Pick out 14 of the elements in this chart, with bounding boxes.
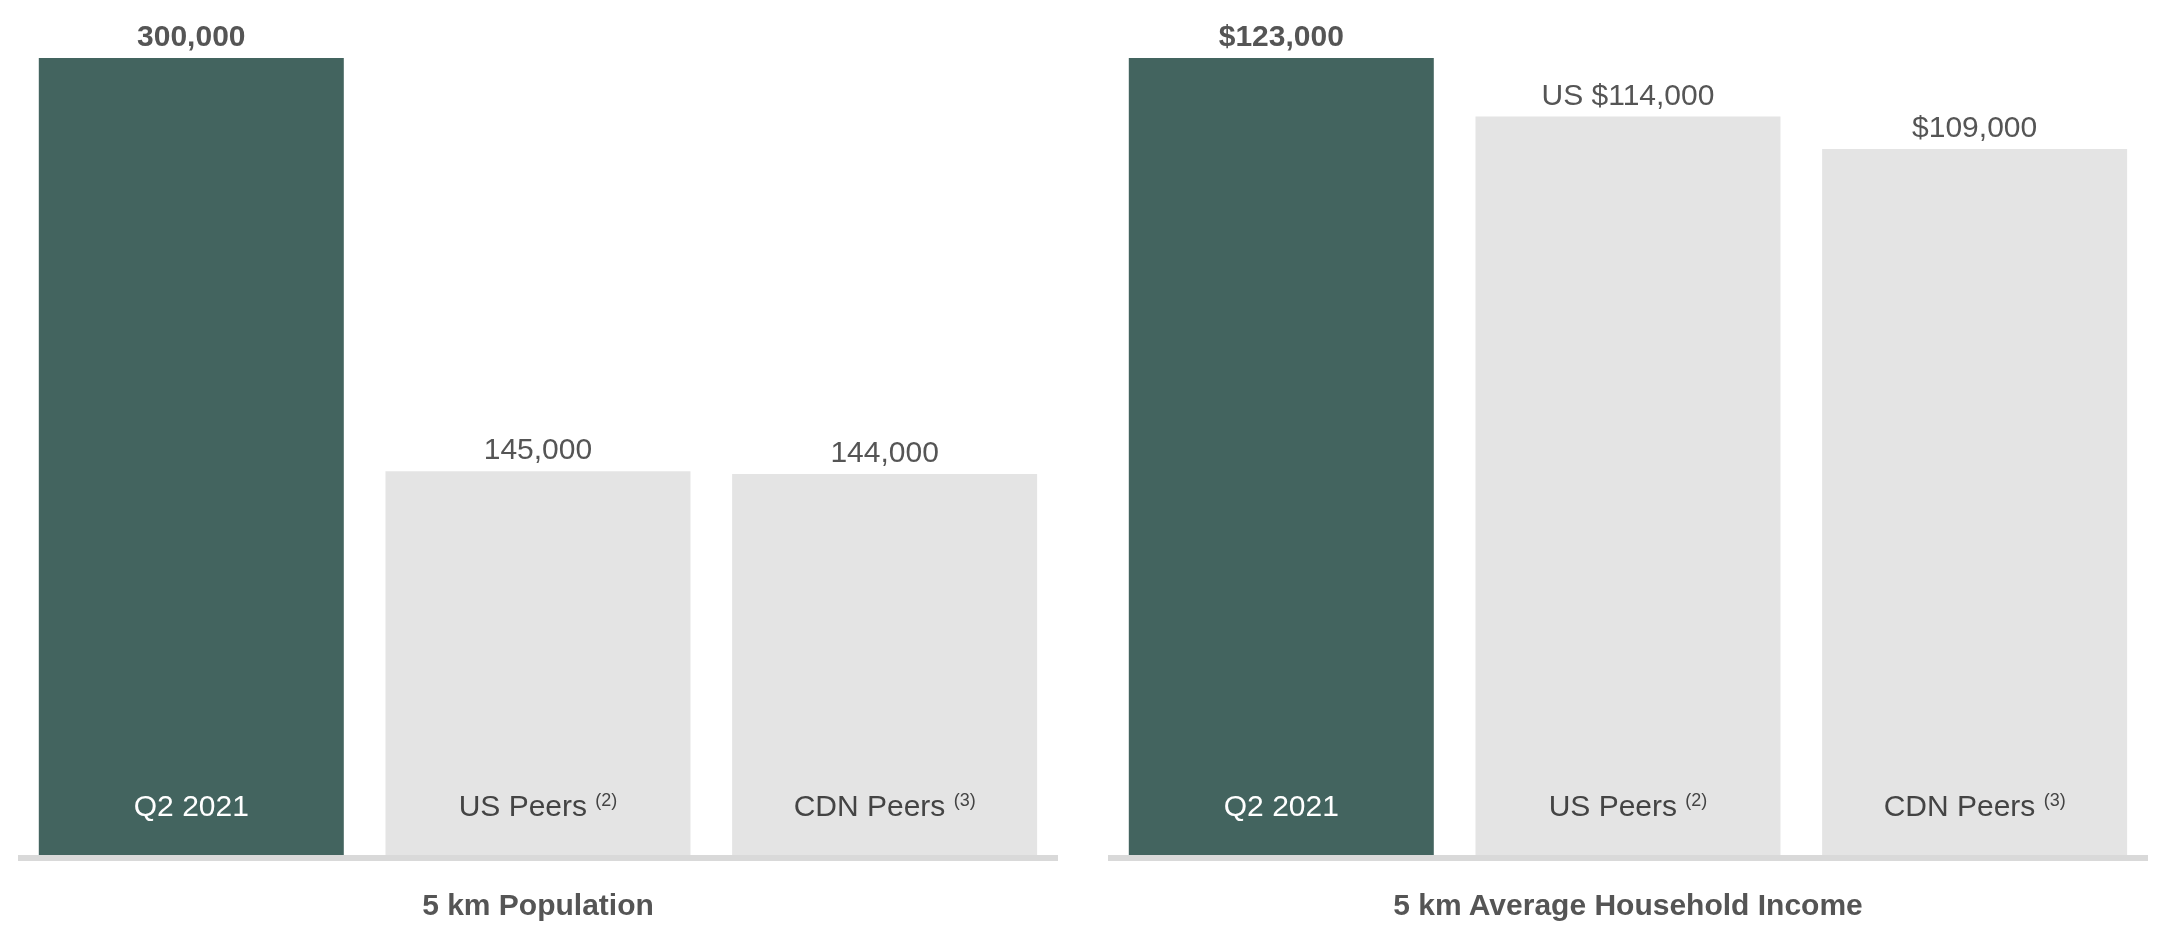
data-label: $123,000: [1218, 19, 1344, 52]
data-label: 300,000: [137, 19, 246, 52]
data-label: US $114,000: [1541, 77, 1715, 111]
x-tick-label: Q2 2021: [133, 789, 249, 822]
x-tick-label: Q2 2021: [1223, 789, 1339, 822]
x-tick-label: CDN Peers $^{(3)}$: [793, 789, 976, 822]
x-tick-label: US Peers $^{(2)}$: [1548, 789, 1708, 822]
data-label: $109,000: [1912, 110, 2038, 144]
x-tick-label: US Peers $^{(2)}$: [458, 789, 618, 822]
x-tick-label: CDN Peers $^{(3)}$: [1883, 789, 2066, 822]
data-label: 144,000: [830, 435, 939, 468]
data-label: 145,000: [483, 432, 593, 466]
text: 5 km Population: [422, 888, 654, 922]
text: 5 km Average Household Income: [1393, 888, 1863, 922]
